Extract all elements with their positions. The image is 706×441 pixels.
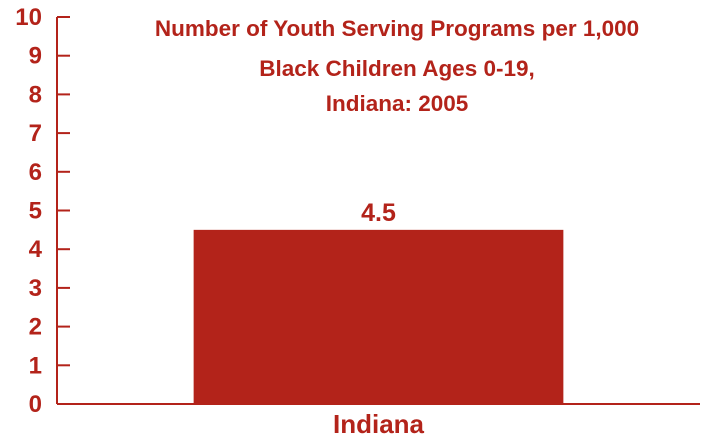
chart-title-line-2: Black Children Ages 0-19, (259, 56, 535, 81)
y-tick-label: 8 (29, 81, 42, 108)
y-tick-label: 7 (29, 120, 42, 147)
y-tick-label: 5 (29, 198, 42, 225)
y-tick-label: 10 (15, 4, 42, 31)
x-axis: Indiana (57, 403, 700, 439)
chart-title-line-3: Indiana: 2005 (326, 91, 469, 116)
y-tick-label: 1 (29, 352, 42, 379)
y-tick-label: 6 (29, 159, 42, 186)
chart-title-line-1: Number of Youth Serving Programs per 1,0… (155, 16, 639, 41)
x-category-label: Indiana (333, 409, 425, 439)
y-tick-label: 4 (29, 236, 43, 263)
bar-indiana (193, 229, 564, 404)
y-tick-label: 3 (29, 275, 42, 302)
bar-value-label: 4.5 (361, 199, 396, 227)
y-tick-label: 2 (29, 314, 42, 341)
bars: 4.5 (193, 199, 564, 404)
y-tick-label: 0 (29, 391, 42, 418)
y-tick-label: 9 (29, 43, 42, 70)
y-axis: 0 1 2 3 4 5 6 7 8 9 10 (15, 4, 70, 418)
chart-title: Number of Youth Serving Programs per 1,0… (155, 16, 639, 116)
